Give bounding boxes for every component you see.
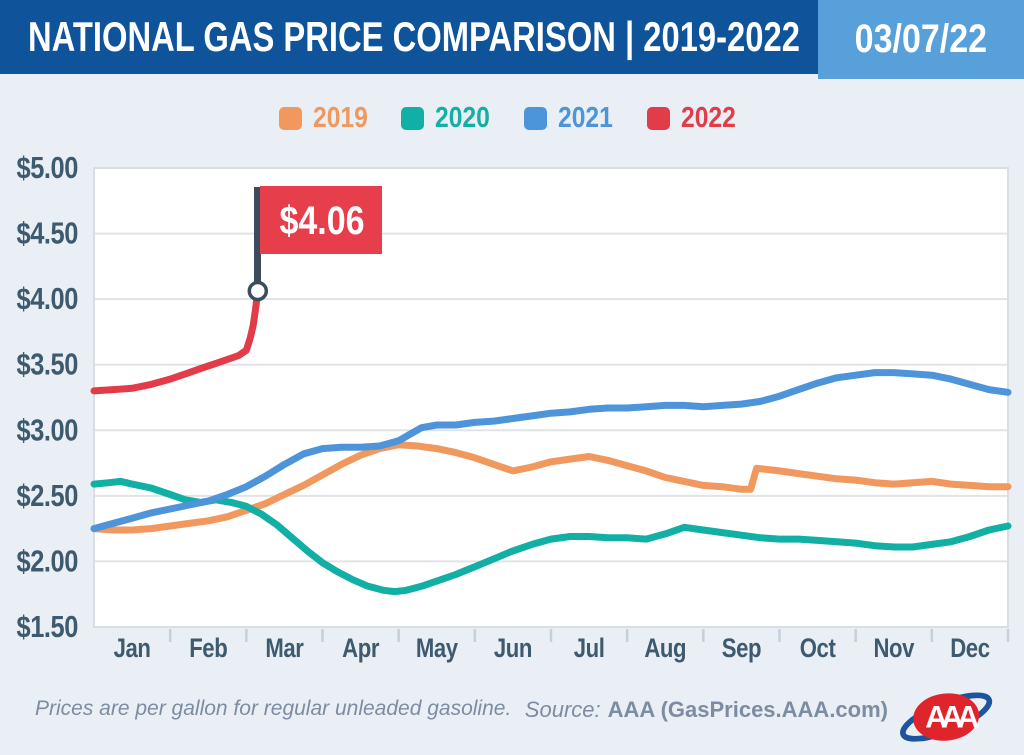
footnote: Prices are per gallon for regular unlead… (35, 697, 512, 720)
y-axis-label: $3.00 (16, 413, 78, 448)
x-axis-label: Feb (189, 634, 227, 664)
y-axis-label: $3.50 (16, 347, 78, 382)
x-axis-label: Jun (494, 634, 532, 664)
legend-item-2019: 2019 (278, 102, 378, 135)
callout-flag (260, 186, 382, 254)
y-axis-labels: $5.00 $4.50 $4.00 $3.50 $3.00 $2.50 $2.00 $1.50 (16, 151, 78, 645)
legend-item-2022: 2022 (646, 102, 746, 135)
x-axis-ticks (168, 629, 1010, 642)
gridlines (95, 232, 1007, 563)
legend-swatch-2022 (646, 107, 670, 130)
x-axis-label: Aug (644, 634, 686, 664)
y-axis-label: $1.50 (16, 610, 78, 645)
series-line-2020 (90, 477, 1012, 596)
legend-item-2020: 2020 (401, 102, 500, 135)
legend-label-2021: 2021 (558, 102, 613, 134)
x-axis-label: May (416, 634, 458, 664)
date-text: 03/07/22 (854, 17, 988, 61)
x-axis-label: Jul (574, 634, 605, 664)
plot-area (93, 167, 1009, 628)
x-axis-label: Dec (950, 634, 989, 664)
legend-swatch-2021 (524, 107, 547, 130)
source-text: AAA (GasPrices.AAA.com) (607, 697, 888, 722)
legend-swatch-2020 (401, 107, 425, 130)
series-line-2019 (90, 441, 1012, 534)
x-axis-label: Oct (800, 634, 836, 664)
series-line-2021 (90, 369, 1012, 533)
series-lines (90, 287, 1012, 596)
x-axis-label: Mar (265, 634, 304, 664)
price-callout: $4.06 (247, 186, 382, 302)
source-line: Source: AAA (GasPrices.AAA.com) (525, 697, 888, 723)
legend-swatch-2019 (278, 107, 302, 130)
legend-label-2019: 2019 (312, 102, 368, 134)
date-badge: 03/07/22 (818, 0, 1024, 79)
y-axis-label: $2.50 (16, 479, 78, 514)
aaa-logo-text: AAA (925, 699, 979, 734)
callout-price-label: $4.06 (279, 197, 364, 242)
x-axis-label: Jan (114, 634, 151, 664)
y-axis-label: $4.00 (16, 282, 78, 317)
chart-legend: 2019 2020 2021 2022 (0, 102, 1024, 135)
legend-label-2020: 2020 (435, 102, 491, 134)
y-axis-label: $4.50 (16, 216, 78, 251)
legend-label-2022: 2022 (680, 102, 736, 134)
x-axis-label: Nov (873, 634, 914, 664)
y-axis-label: $2.00 (16, 544, 78, 579)
aaa-logo: AAA (900, 692, 993, 742)
x-axis-labels: Jan Feb Mar Apr May Jun Jul Aug Sep Oct Nov Dec (114, 634, 990, 664)
y-axis-label: $5.00 (16, 151, 78, 186)
x-axis-label: Apr (342, 634, 380, 664)
series-line-2022 (90, 287, 262, 395)
legend-item-2021: 2021 (524, 102, 623, 135)
source-prefix: Source: (524, 697, 601, 722)
aaa-logo-oval (913, 693, 980, 741)
x-axis-label: Sep (722, 634, 762, 664)
page-title: NATIONAL GAS PRICE COMPARISON | 2019-202… (28, 13, 800, 60)
callout-marker (247, 280, 269, 302)
